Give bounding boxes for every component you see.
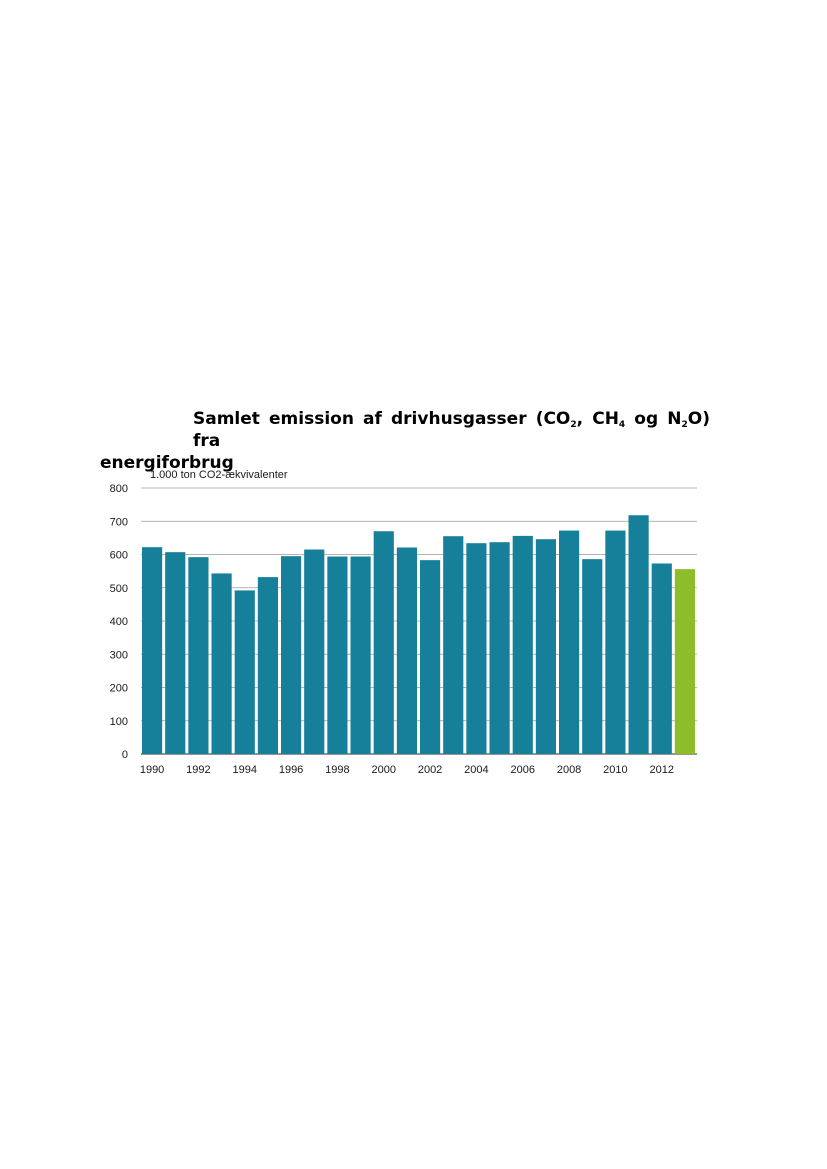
bars	[142, 515, 695, 754]
bar-2003	[443, 536, 464, 754]
bar-2005	[489, 542, 510, 754]
bar-2013	[674, 569, 695, 754]
x-tick-label: 2012	[650, 764, 674, 776]
bar-2006	[512, 535, 533, 754]
bar-1999	[350, 556, 371, 754]
bar-2012	[651, 563, 672, 754]
bar-2011	[628, 515, 649, 754]
bar-2000	[373, 531, 394, 754]
bar-2004	[466, 543, 487, 754]
chart-title: Samlet emission af drivhusgasser (CO2, C…	[100, 408, 710, 474]
bar-1995	[257, 577, 278, 754]
x-tick-label: 1990	[140, 764, 164, 776]
y-tick-label: 700	[110, 516, 128, 528]
bar-2010	[605, 530, 626, 754]
y-tick-labels: 0 100 200 300 400 500 600 700 800	[110, 483, 128, 761]
y-tick-label: 100	[110, 716, 128, 728]
bar-2007	[535, 539, 556, 754]
bar-1991	[165, 552, 186, 754]
y-axis-unit-label: 1.000 ton CO2-ækvivalenter	[150, 469, 288, 481]
x-tick-label: 1992	[186, 764, 210, 776]
bar-1998	[327, 556, 348, 754]
y-tick-label: 300	[110, 649, 128, 661]
y-tick-label: 400	[110, 616, 128, 628]
y-tick-label: 800	[110, 483, 128, 495]
bar-1997	[304, 549, 325, 754]
y-tick-label: 500	[110, 583, 128, 595]
x-tick-label: 2000	[372, 764, 396, 776]
x-tick-label: 1998	[325, 764, 349, 776]
bar-2001	[396, 547, 417, 754]
bar-1992	[188, 557, 209, 754]
bar-2008	[559, 530, 580, 754]
x-tick-label: 2010	[603, 764, 627, 776]
bar-1996	[281, 556, 302, 754]
y-tick-label: 200	[110, 683, 128, 695]
x-tick-label: 1994	[233, 764, 257, 776]
x-tick-label: 2006	[511, 764, 535, 776]
y-tick-label: 0	[122, 749, 128, 761]
bar-2009	[582, 559, 603, 754]
x-tick-labels: 1990 1992 1994 1996 1998 2000 2002 2004 2006 2008…	[140, 764, 674, 776]
bar-1994	[234, 590, 255, 754]
x-tick-label: 2002	[418, 764, 442, 776]
bar-2002	[420, 560, 441, 754]
chart-title-line-1: Samlet emission af drivhusgasser (CO2, C…	[193, 409, 710, 451]
x-tick-label: 2008	[557, 764, 581, 776]
bar-1993	[211, 573, 232, 754]
bar-1990	[142, 547, 163, 754]
x-tick-label: 2004	[464, 764, 488, 776]
gridlines	[141, 487, 697, 755]
y-tick-label: 600	[110, 550, 128, 562]
chart-title-line-2: energiforbrug	[100, 453, 234, 473]
x-tick-label: 1996	[279, 764, 303, 776]
